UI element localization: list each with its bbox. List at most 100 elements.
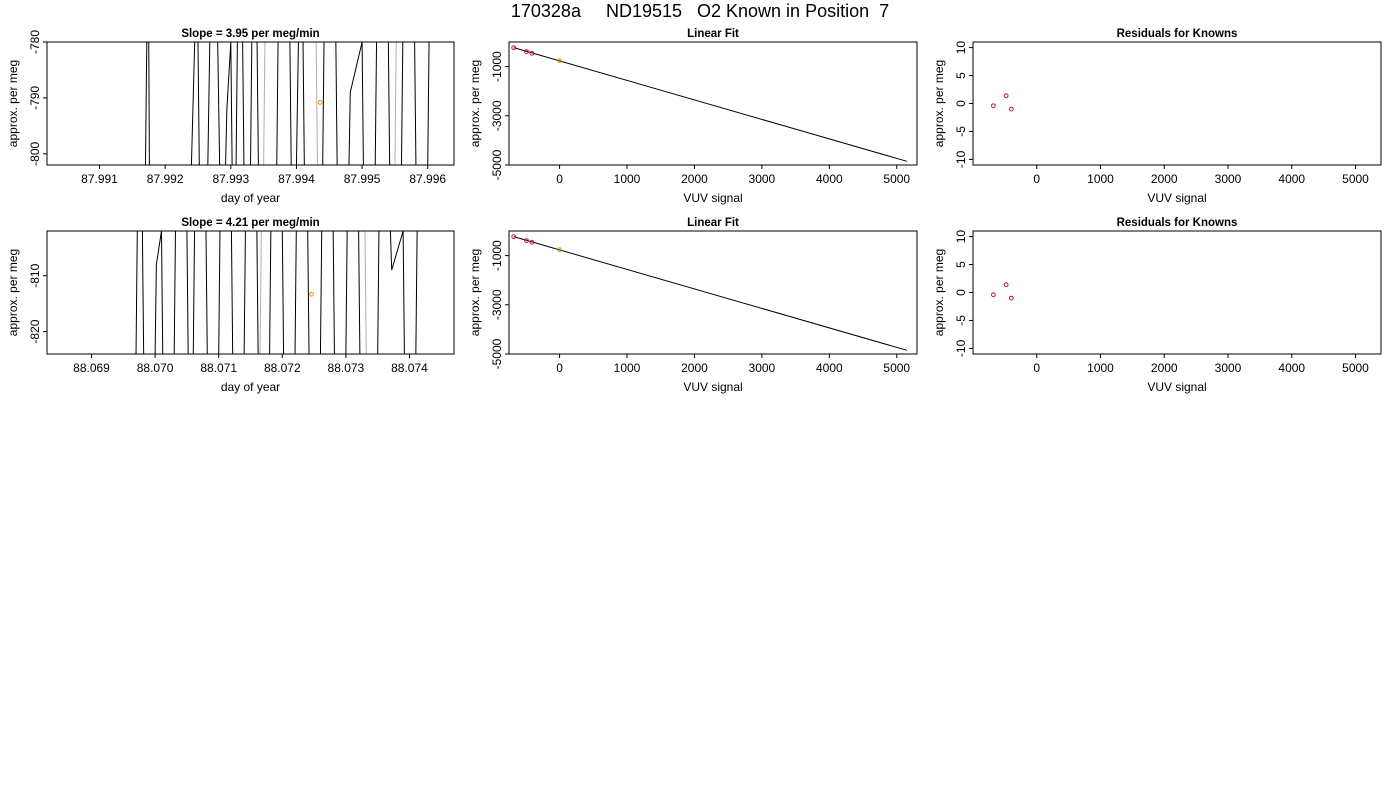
x-tick-label: 2000: [681, 361, 708, 375]
plot-area: [511, 234, 908, 351]
x-tick-label: 3000: [749, 361, 776, 375]
x-tick-label: 88.072: [264, 361, 301, 375]
y-axis-label: approx. per meg: [932, 60, 946, 147]
panel-title: Linear Fit: [687, 28, 739, 40]
x-tick-label: 88.071: [200, 361, 237, 375]
residual-point: [991, 103, 996, 109]
fit-line: [513, 236, 908, 351]
y-tick-label: -5000: [490, 149, 504, 180]
panel-top-right: Residuals for Knowns 0 1000 2000 3000 4000 500…: [932, 28, 1382, 205]
y-axis-label: approx. per meg: [6, 60, 20, 147]
panel-top-left: Slope = 3.95 per meg/min 87.991 87.992 87.9…: [6, 28, 455, 205]
plot-frame: [972, 41, 1382, 166]
x-tick-label: 88.070: [137, 361, 174, 375]
y-axis-label: approx. per meg: [932, 249, 946, 336]
y-tick-label: 10: [954, 230, 968, 244]
series-line: [144, 42, 430, 165]
x-tick-label: 1000: [1087, 172, 1114, 186]
x-tick-label: 5000: [1342, 172, 1369, 186]
y-tick-label: 10: [954, 41, 968, 55]
plot-area: [991, 282, 1014, 301]
y-tick-label: -810: [28, 263, 42, 287]
x-tick-label: 88.074: [391, 361, 428, 375]
y-tick-label: -5000: [490, 338, 504, 369]
x-tick-label: 0: [1033, 361, 1040, 375]
x-tick-label: 88.069: [73, 361, 110, 375]
x-tick-label: 5000: [883, 172, 910, 186]
y-tick-label: -1000: [490, 51, 504, 82]
x-tick-label: 4000: [816, 361, 843, 375]
panel-title: Slope = 3.95 per meg/min: [181, 28, 319, 40]
x-tick-label: 4000: [1278, 172, 1305, 186]
x-tick-label: 5000: [1342, 361, 1369, 375]
residual-point: [1003, 93, 1009, 99]
sample-point: [557, 58, 562, 64]
x-tick-label: 0: [556, 361, 563, 375]
x-tick-label: 87.993: [212, 172, 249, 186]
x-tick-label: 87.992: [147, 172, 184, 186]
plot-area: [511, 45, 908, 162]
x-tick-label: 4000: [816, 172, 843, 186]
x-tick-label: 1000: [614, 172, 641, 186]
residual-point: [991, 292, 996, 298]
panel-title: Linear Fit: [687, 217, 739, 229]
x-axis-label: VUV signal: [1147, 191, 1206, 205]
panel-title: Residuals for Knowns: [1117, 217, 1238, 229]
y-tick-label: -820: [28, 319, 42, 343]
y-tick-label: -10: [954, 150, 968, 168]
y-tick-label: -790: [28, 86, 42, 110]
y-axis-label: approx. per meg: [468, 60, 482, 147]
panel-title: Slope = 4.21 per meg/min: [181, 217, 319, 229]
x-tick-label: 2000: [681, 172, 708, 186]
known-point: [529, 239, 535, 245]
x-tick-label: 3000: [1215, 172, 1242, 186]
residual-point: [1003, 282, 1009, 288]
sample-point: [317, 99, 323, 105]
plot-area: [144, 42, 430, 165]
y-tick-label: -1000: [490, 240, 504, 271]
y-tick-label: -5: [954, 315, 968, 326]
x-tick-label: 2000: [1151, 361, 1178, 375]
sample-point: [309, 291, 314, 297]
figure-title: 170328a ND19515 O2 Known in Position 7: [510, 1, 890, 21]
x-tick-label: 1000: [1087, 361, 1114, 375]
y-axis-label: approx. per meg: [468, 249, 482, 336]
panel-top-middle: Linear Fit 0 1000 2000 3000 4000 5000 VUV signa…: [468, 28, 918, 205]
panel-title: Residuals for Knowns: [1117, 28, 1238, 40]
x-tick-label: 87.995: [344, 172, 381, 186]
known-point: [524, 49, 529, 54]
x-tick-label: 87.991: [81, 172, 118, 186]
x-tick-label: 3000: [749, 172, 776, 186]
plot-area: [991, 93, 1014, 112]
known-point: [524, 238, 529, 243]
x-tick-label: 2000: [1151, 172, 1178, 186]
known-point: [511, 234, 517, 240]
y-axis-label: approx. per meg: [6, 249, 20, 336]
x-tick-label: 87.994: [278, 172, 315, 186]
x-axis-label: VUV signal: [683, 191, 742, 205]
x-axis-label: VUV signal: [683, 380, 742, 394]
y-tick-label: -5: [954, 126, 968, 137]
x-axis-label: VUV signal: [1147, 380, 1206, 394]
plot-area: [135, 231, 418, 354]
series-line-light: [263, 42, 397, 165]
x-axis-label: day of year: [221, 191, 280, 205]
y-tick-label: -10: [954, 339, 968, 357]
x-tick-label: 3000: [1215, 361, 1242, 375]
sample-point: [557, 247, 562, 253]
panel-bottom-right: Residuals for Knowns 0 1000 2000 3000 4000 500…: [932, 217, 1382, 394]
x-tick-label: 88.073: [328, 361, 365, 375]
y-tick-label: -800: [28, 141, 42, 165]
known-point: [529, 50, 535, 56]
panel-bottom-left: Slope = 4.21 per meg/min 88.069 88.070 88.0…: [6, 217, 455, 394]
series-line-light: [259, 231, 367, 354]
fit-line: [513, 47, 908, 162]
plot-frame: [972, 230, 1382, 355]
y-tick-label: -3000: [490, 289, 504, 320]
y-tick-label: 5: [954, 72, 968, 79]
known-point: [511, 45, 517, 51]
x-tick-label: 5000: [883, 361, 910, 375]
x-tick-label: 0: [556, 172, 563, 186]
y-tick-label: -780: [28, 30, 42, 54]
